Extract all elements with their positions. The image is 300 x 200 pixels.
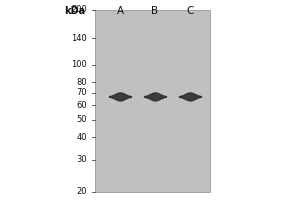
Text: 100: 100 (71, 60, 87, 69)
Text: 80: 80 (76, 78, 87, 87)
Text: A: A (116, 6, 124, 16)
Text: 200: 200 (71, 5, 87, 15)
Text: 70: 70 (76, 88, 87, 97)
Text: 30: 30 (76, 155, 87, 164)
Text: 40: 40 (76, 133, 87, 142)
Text: 50: 50 (76, 115, 87, 124)
Text: 60: 60 (76, 101, 87, 110)
Text: 20: 20 (76, 188, 87, 196)
Text: 140: 140 (71, 34, 87, 43)
Bar (95, 10, 210, 192)
Text: kDa: kDa (64, 6, 86, 16)
Text: B: B (152, 6, 159, 16)
Text: C: C (186, 6, 194, 16)
